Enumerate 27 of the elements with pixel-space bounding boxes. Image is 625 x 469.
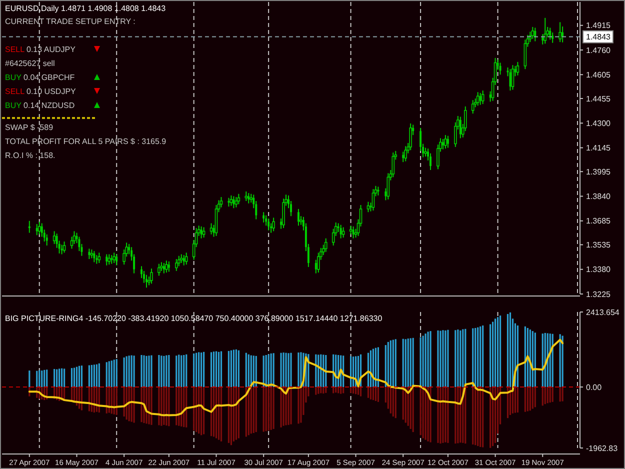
y-tick-label: 1.4300 [586,118,612,128]
y-tick-label: 1.3995 [586,167,612,176]
annotation: CURRENT TRADE SETUP ENTRY : [5,17,136,26]
y-tick-label: 2413.654 [586,308,620,317]
annotation: BUY 0.04 GBPCHF [5,73,75,82]
y-tick-label: 1.3225 [586,290,612,299]
y-tick-label: 1.3380 [586,265,612,274]
y-tick-label: 1.4760 [586,46,612,55]
y-tick-label: 1.4605 [586,70,612,80]
y-tick-label: 1.3535 [586,240,612,250]
y-tick-label: 1.4145 [586,144,612,153]
annotation: SELL 0.10 USDJPY [5,87,77,96]
annotation: TOTAL PROFIT FOR ALL 5 PAIRS $ : 3165.9 [5,137,167,146]
y-tick-label: 1.3685 [586,216,612,226]
y-tick-label: 0.00 [586,382,602,392]
annotation: SWAP $ -589 [5,123,54,132]
annotation: BUY 0.14 NZDUSD [5,101,75,110]
y-tick-label: 1.3840 [586,192,612,202]
y-tick-label: -1962.83 [586,444,618,453]
annotation: SELL 0.13 AUDJPY [5,45,76,54]
chart-title: BIG PICTURE-RING4 -145.70220 -383.41920 1050.58470 750.40000 376.89000 1517.14440 1271.86330 [5,314,383,323]
y-tick-label: 1.4915 [586,21,612,30]
y-tick-label: 1.4455 [586,94,612,104]
chart-title: EURUSD,Daily 1.4871 1.4908 1.4808 1.4843 [5,4,166,13]
ref-line-label: 1.4843 [586,32,612,42]
annotation: R.O.I % : 158. [5,151,56,160]
annotation: #6425627 sell [5,59,56,68]
